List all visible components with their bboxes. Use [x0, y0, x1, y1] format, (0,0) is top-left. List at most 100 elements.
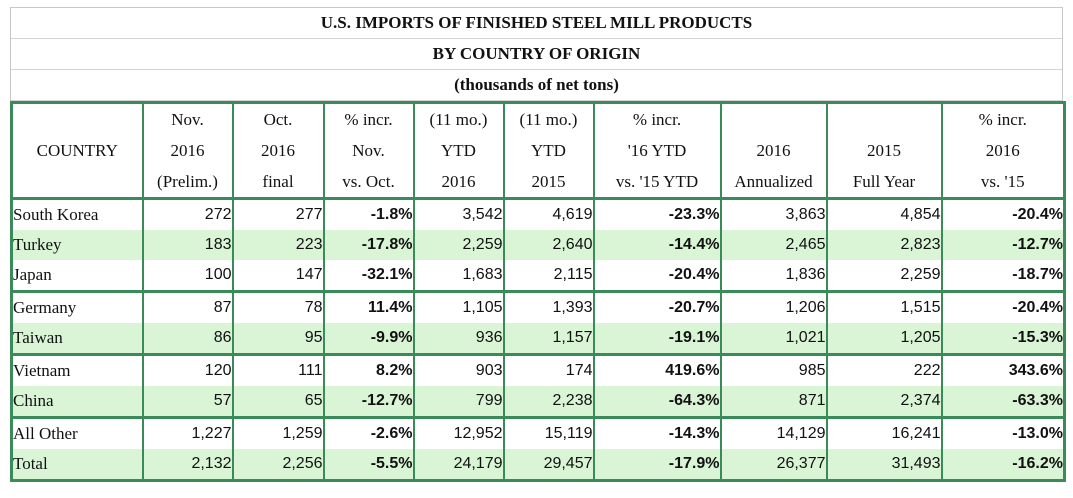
percent-cell: -32.1% — [322, 260, 415, 292]
value-cell: 1,683 — [412, 260, 505, 292]
col-header: '16 YTD — [592, 135, 722, 166]
value-cell: 24,179 — [412, 449, 505, 481]
value-cell: 3,863 — [719, 198, 828, 230]
col-header: Nov. — [322, 135, 415, 166]
table-row: Total 2,132 2,256 -5.5% 24,179 29,457 -17.9% 26… — [10, 449, 1066, 481]
value-cell: 903 — [412, 353, 505, 386]
percent-cell: -18.7% — [940, 260, 1066, 292]
table-body: South Korea 272 277 -1.8% 3,542 4,619 -23.3% 3,… — [10, 198, 1066, 481]
col-header: % incr. — [940, 102, 1066, 135]
value-cell: 12,952 — [412, 416, 505, 449]
col-header: 2016 — [231, 135, 325, 166]
percent-cell: -2.6% — [322, 416, 415, 449]
percent-cell: 419.6% — [592, 353, 722, 386]
table-row: Vietnam 120 111 8.2% 903 174 419.6% 985 222 343.6… — [10, 353, 1066, 386]
percent-cell: -20.4% — [592, 260, 722, 292]
value-cell: 86 — [141, 323, 234, 355]
country-cell: Total — [10, 449, 144, 481]
value-cell: 277 — [231, 198, 325, 230]
col-header: (11 mo.) — [502, 102, 595, 135]
value-cell: 87 — [141, 290, 234, 323]
table-row: South Korea 272 277 -1.8% 3,542 4,619 -23.3% 3,… — [10, 198, 1066, 230]
col-header: 2016 — [940, 135, 1066, 166]
country-cell: All Other — [10, 416, 144, 449]
col-header: 2016 — [719, 135, 828, 166]
value-cell: 4,619 — [502, 198, 595, 230]
value-cell: 147 — [231, 260, 325, 292]
col-header — [825, 102, 943, 135]
value-cell: 2,465 — [719, 230, 828, 260]
percent-cell: -1.8% — [322, 198, 415, 230]
value-cell: 2,374 — [825, 386, 943, 418]
percent-cell: -23.3% — [592, 198, 722, 230]
col-header: Nov. — [141, 102, 234, 135]
value-cell: 2,115 — [502, 260, 595, 292]
report-title: U.S. IMPORTS OF FINISHED STEEL MILL PROD… — [11, 8, 1062, 39]
title-block: U.S. IMPORTS OF FINISHED STEEL MILL PROD… — [10, 7, 1063, 101]
value-cell: 183 — [141, 230, 234, 260]
value-cell: 26,377 — [719, 449, 828, 481]
value-cell: 14,129 — [719, 416, 828, 449]
value-cell: 272 — [141, 198, 234, 230]
col-header: Full Year — [825, 166, 943, 200]
country-header: COUNTRY — [10, 135, 144, 166]
table-row: Taiwan 86 95 -9.9% 936 1,157 -19.1% 1,021 1,205-… — [10, 323, 1066, 355]
country-cell: Vietnam — [10, 353, 144, 386]
value-cell: 57 — [141, 386, 234, 418]
percent-cell: -17.8% — [322, 230, 415, 260]
percent-cell: 8.2% — [322, 353, 415, 386]
value-cell: 2,132 — [141, 449, 234, 481]
value-cell: 95 — [231, 323, 325, 355]
percent-cell: -9.9% — [322, 323, 415, 355]
percent-cell: -64.3% — [592, 386, 722, 418]
value-cell: 2,259 — [412, 230, 505, 260]
col-header: 2015 — [825, 135, 943, 166]
country-cell: Taiwan — [10, 323, 144, 355]
steel-imports-report: U.S. IMPORTS OF FINISHED STEEL MILL PROD… — [10, 7, 1066, 482]
percent-cell: -16.2% — [940, 449, 1066, 481]
value-cell: 799 — [412, 386, 505, 418]
col-header — [719, 102, 828, 135]
col-header: 2015 — [502, 166, 595, 200]
value-cell: 65 — [231, 386, 325, 418]
header-row-1: Nov. Oct. % incr. (11 mo.) (11 mo.) % in… — [10, 102, 1066, 135]
value-cell: 120 — [141, 353, 234, 386]
percent-cell: -17.9% — [592, 449, 722, 481]
value-cell: 1,205 — [825, 323, 943, 355]
value-cell: 1,105 — [412, 290, 505, 323]
table-row: Turkey 183 223 -17.8% 2,259 2,640 -14.4% 2,465 2… — [10, 230, 1066, 260]
value-cell: 1,393 — [502, 290, 595, 323]
header-row-2: COUNTRY 2016 2016 Nov. YTD YTD '16 YTD 2… — [10, 135, 1066, 166]
value-cell: 222 — [825, 353, 943, 386]
percent-cell: -19.1% — [592, 323, 722, 355]
table-row: Germany 87 78 11.4% 1,105 1,393 -20.7% 1,206 1,5… — [10, 290, 1066, 323]
value-cell: 1,259 — [231, 416, 325, 449]
percent-cell: -20.7% — [592, 290, 722, 323]
col-header: YTD — [412, 135, 505, 166]
col-header: Oct. — [231, 102, 325, 135]
percent-cell: -13.0% — [940, 416, 1066, 449]
value-cell: 16,241 — [825, 416, 943, 449]
value-cell: 871 — [719, 386, 828, 418]
value-cell: 2,238 — [502, 386, 595, 418]
value-cell: 2,256 — [231, 449, 325, 481]
percent-cell: -15.3% — [940, 323, 1066, 355]
value-cell: 111 — [231, 353, 325, 386]
percent-cell: -14.4% — [592, 230, 722, 260]
value-cell: 985 — [719, 353, 828, 386]
col-header: YTD — [502, 135, 595, 166]
col-header: % incr. — [592, 102, 722, 135]
percent-cell: -20.4% — [940, 290, 1066, 323]
table-row: Japan 100 147 -32.1% 1,683 2,115 -20.4% 1,836 2,… — [10, 260, 1066, 292]
value-cell: 3,542 — [412, 198, 505, 230]
value-cell: 29,457 — [502, 449, 595, 481]
col-header: 2016 — [412, 166, 505, 200]
units-note: (thousands of net tons) — [11, 70, 1062, 101]
value-cell: 1,021 — [719, 323, 828, 355]
value-cell: 4,854 — [825, 198, 943, 230]
country-cell: South Korea — [10, 198, 144, 230]
percent-cell: 11.4% — [322, 290, 415, 323]
value-cell: 2,259 — [825, 260, 943, 292]
report-subtitle: BY COUNTRY OF ORIGIN — [11, 39, 1062, 70]
value-cell: 1,836 — [719, 260, 828, 292]
